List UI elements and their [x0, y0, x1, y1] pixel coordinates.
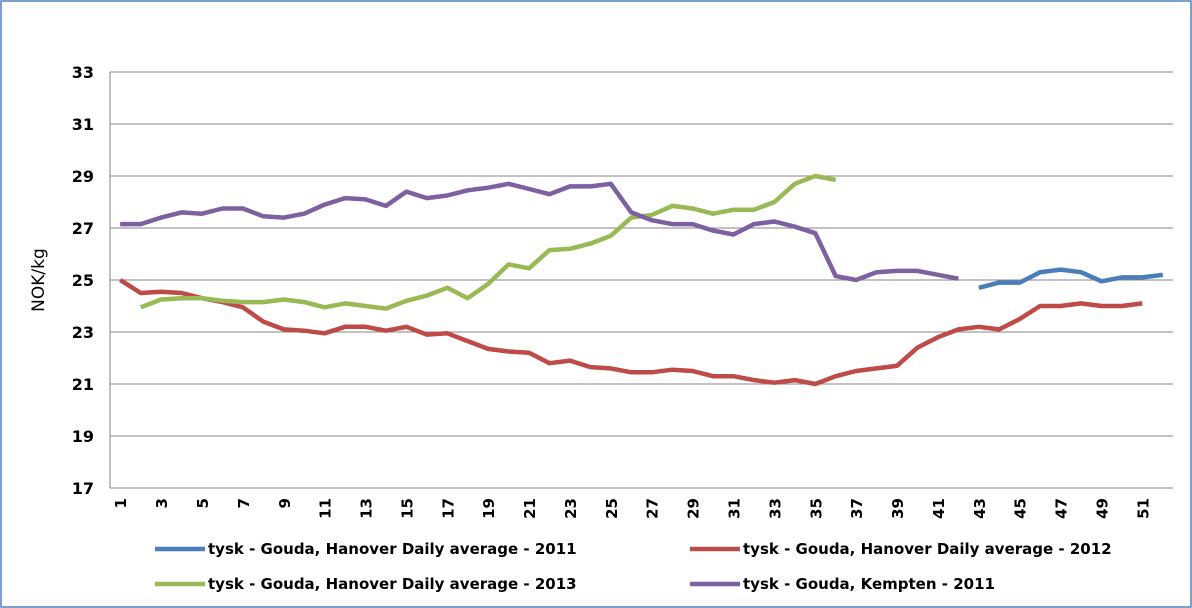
y-tick-label: 31 — [72, 115, 94, 134]
series-line — [118, 278, 1143, 387]
x-tick-label: 11 — [317, 498, 335, 519]
x-tick-label: 49 — [1093, 498, 1111, 519]
y-tick-label: 25 — [72, 271, 94, 290]
x-tick-label: 25 — [603, 498, 621, 519]
x-tick-label: 37 — [848, 498, 866, 519]
x-tick-label: 3 — [153, 498, 171, 508]
series-line — [139, 173, 837, 311]
legend-label: tysk - Gouda, Hanover Daily average - 20… — [743, 540, 1112, 558]
y-tick-label: 29 — [72, 167, 94, 186]
y-tick-label: 23 — [72, 323, 94, 342]
x-tick-label: 45 — [1012, 498, 1030, 519]
legend-label: tysk - Gouda, Kempten - 2011 — [743, 575, 995, 593]
x-tick-label: 27 — [644, 498, 662, 519]
x-tick-label: 33 — [766, 498, 784, 519]
x-tick-label: 23 — [562, 498, 580, 519]
series-line — [120, 181, 959, 283]
x-tick-label: 21 — [521, 498, 539, 519]
y-tick-label: 27 — [72, 219, 94, 238]
x-tick-label: 51 — [1134, 498, 1152, 519]
legend-label: tysk - Gouda, Hanover Daily average - 20… — [208, 540, 577, 558]
x-tick-label: 35 — [807, 498, 825, 519]
y-tick-label: 33 — [72, 63, 94, 82]
x-tick-label: 7 — [235, 498, 253, 508]
x-tick-label: 5 — [194, 498, 212, 508]
x-tick-label: 15 — [398, 498, 416, 519]
x-tick-label: 41 — [930, 498, 948, 519]
series-line — [978, 267, 1164, 290]
x-tick-label: 31 — [725, 498, 743, 519]
y-tick-label: 19 — [72, 427, 94, 446]
x-tick-label: 19 — [480, 498, 498, 519]
x-tick-label: 17 — [439, 498, 457, 519]
y-tick-label: 21 — [72, 375, 94, 394]
x-tick-label: 43 — [971, 498, 989, 519]
x-tick-label: 13 — [358, 498, 376, 519]
x-tick-label: 29 — [685, 498, 703, 519]
y-axis-label: NOK/kg — [29, 248, 49, 312]
x-tick-label: 1 — [112, 498, 130, 508]
x-tick-label: 9 — [276, 498, 294, 508]
y-tick-label: 17 — [72, 479, 94, 498]
legend-label: tysk - Gouda, Hanover Daily average - 20… — [208, 575, 577, 593]
x-tick-label: 47 — [1053, 498, 1071, 519]
x-tick-label: 39 — [889, 498, 907, 519]
